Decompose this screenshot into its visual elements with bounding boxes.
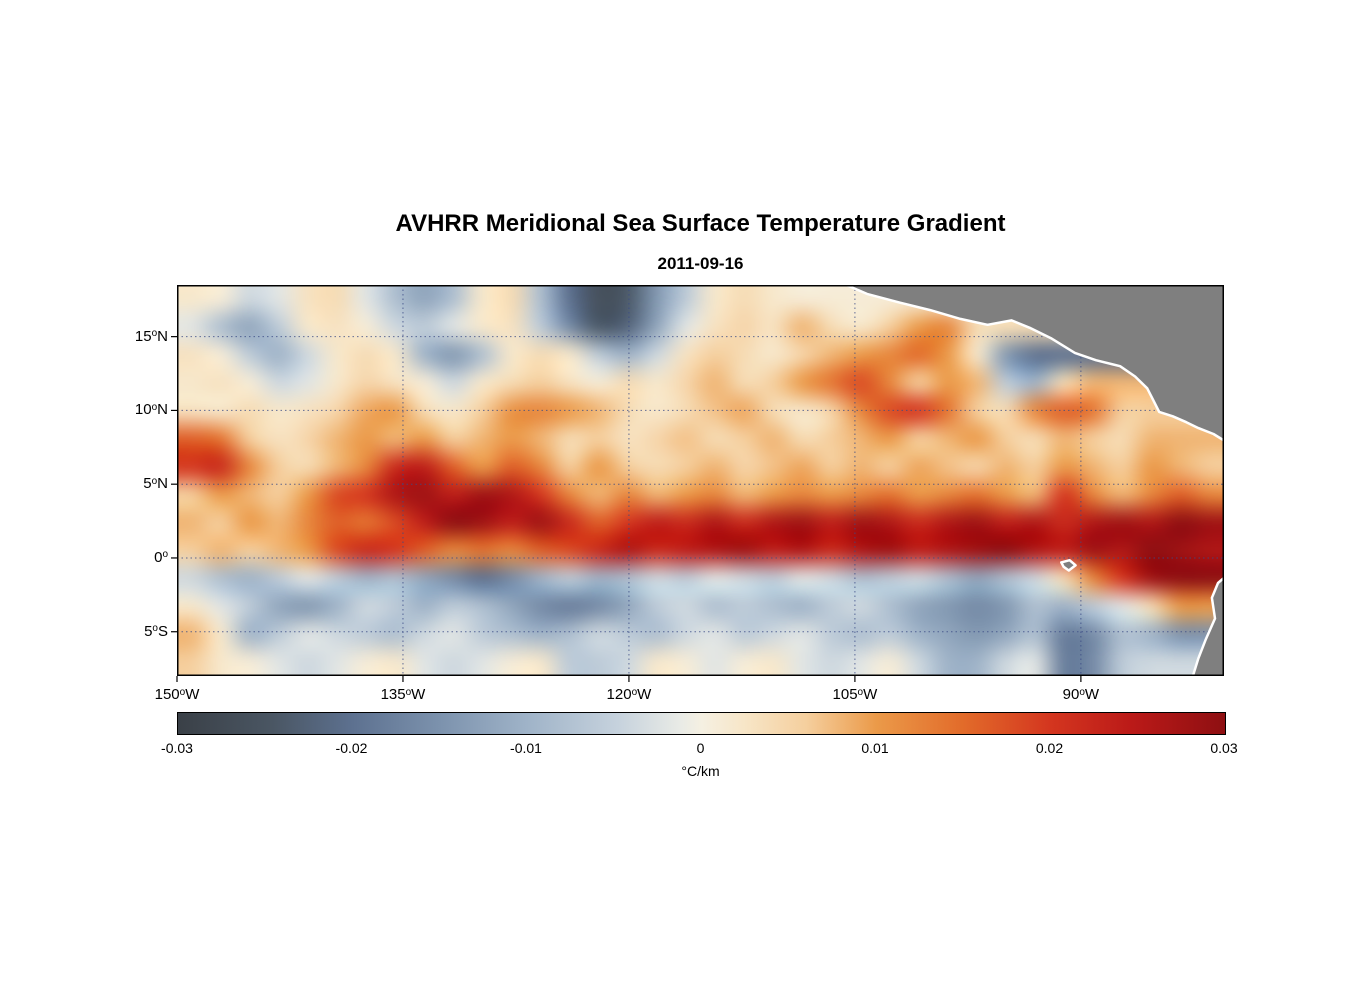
y-axis-tick-label: 15oN: [134, 327, 168, 345]
land-central-america: [843, 285, 1224, 442]
y-axis-tick-label: 5oN: [143, 475, 168, 493]
x-axis-tick-label: 135oW: [380, 686, 426, 703]
sst-gradient-heatmap: [177, 285, 1224, 676]
colorbar-tick-label: 0.01: [861, 740, 889, 756]
land-galapagos: [1060, 558, 1077, 572]
chart-title: AVHRR Meridional Sea Surface Temperature…: [395, 210, 1006, 237]
colorbar: [177, 712, 1226, 735]
map-overlay: [171, 285, 1224, 682]
colorbar-tick-label: 0.03: [1210, 740, 1238, 756]
colorbar-unit-label: °C/km: [681, 763, 720, 779]
x-axis-tick-label: 150oW: [154, 686, 200, 703]
colorbar-tick-label: -0.02: [335, 740, 368, 756]
colorbar-tick-label: -0.01: [510, 740, 542, 756]
y-axis-tick-label: 10oN: [134, 401, 168, 419]
x-axis-tick-label: 90oW: [1062, 686, 1100, 703]
y-axis-tick-label: 5oS: [144, 622, 168, 640]
plot-frame: [177, 285, 1224, 676]
x-axis-tick-label: 120oW: [606, 686, 652, 703]
chart-date-subtitle: 2011-09-16: [657, 254, 744, 273]
colorbar-tick-label: 0.02: [1035, 740, 1064, 756]
colorbar-tick-label: 0: [696, 740, 705, 756]
land-south-america: [1191, 576, 1224, 676]
colorbar-tick-label: -0.03: [161, 740, 193, 756]
y-axis-tick-label: 0o: [154, 548, 168, 566]
x-axis-tick-label: 105oW: [832, 686, 878, 703]
